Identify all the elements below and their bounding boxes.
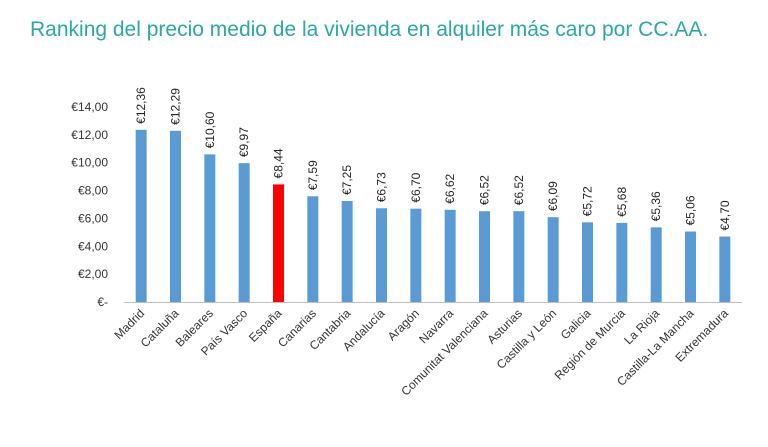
y-tick-label: €2,00 [78,267,108,281]
data-label: €5,36 [649,191,663,221]
bar [547,217,559,302]
data-label: €6,73 [375,172,389,202]
data-label: €4,70 [718,200,732,230]
y-tick-label: €8,00 [78,184,108,198]
data-label: €5,68 [615,187,629,217]
data-label: €5,06 [684,195,698,225]
bar [238,163,250,302]
bar [341,201,353,302]
bar [650,227,662,302]
bar [410,208,422,302]
bar [479,211,490,302]
bar [616,222,628,302]
bar [273,184,284,302]
data-label: €8,44 [272,148,286,178]
y-tick-label: €10,00 [71,156,108,170]
y-tick-label: €- [97,295,108,309]
data-label: €9,97 [237,127,251,157]
data-label: €7,59 [306,160,320,190]
data-labels: €12,36 €12,29 €10,60 €9,97 €8,44 €7,59 €7,25 €6… [134,87,732,231]
data-label: €6,62 [443,173,457,203]
bar [444,209,456,302]
bar [719,236,731,302]
data-label: €6,52 [512,175,526,205]
data-label: €5,72 [581,186,595,216]
x-tick-label: Castilla y León [494,306,560,372]
bar [685,231,696,302]
data-label: €10,60 [203,111,217,148]
bar [582,222,593,302]
y-tick-label: €6,00 [78,211,108,225]
chart-title: Ranking del precio medio de la vivienda … [30,18,709,41]
y-tick-label: €12,00 [71,128,108,142]
data-label: €6,09 [546,181,560,211]
bars [135,129,731,302]
data-label: €6,70 [409,172,423,202]
data-label: €12,36 [134,87,148,124]
y-tick-label: €4,00 [78,239,108,253]
data-label: €6,52 [478,175,492,205]
y-axis: €- €2,00 €4,00 €6,00 €8,00 €10,00 €12,00 €14,00 [71,100,108,309]
data-label: €12,29 [169,88,183,125]
bar [376,208,387,302]
data-label: €7,25 [340,165,354,195]
y-tick-label: €14,00 [71,100,108,114]
bar [307,196,319,302]
bar [513,211,525,302]
bar [204,154,216,302]
bar [170,130,181,302]
bar [135,129,147,302]
